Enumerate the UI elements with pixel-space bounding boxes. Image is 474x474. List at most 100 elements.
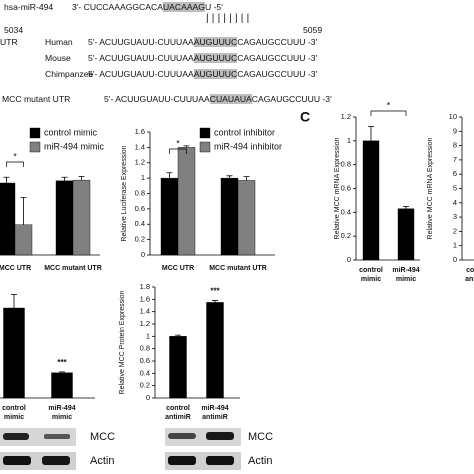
error-bar — [61, 176, 68, 181]
blot-label: MCC — [90, 431, 116, 443]
mirna-sequence: 3'- CUCCAAAGGCACAUACAAAGU -5' — [72, 2, 223, 13]
x-tick-label: MCC UTR — [0, 265, 31, 272]
y-axis-title: Relative MCC Protein Expression — [119, 290, 126, 394]
species-label: Chimpanzee — [45, 69, 94, 79]
significance-bracket — [169, 148, 187, 154]
significance-label: * — [13, 151, 17, 161]
y-tick-label: 0.2 — [140, 381, 150, 390]
bar — [14, 224, 33, 256]
legend-swatch — [199, 141, 211, 153]
y-tick-label: 1.4 — [135, 142, 145, 151]
y-tick-label: 10 — [449, 112, 457, 121]
legend-label: control inhibitor — [214, 127, 275, 137]
error-bar — [243, 176, 250, 181]
y-axis-title: Relative Luciferase Expression — [121, 145, 128, 241]
bar — [51, 372, 73, 399]
mirna-label: hsa-miR-494 — [4, 2, 54, 12]
y-tick-label: 0.6 — [341, 183, 351, 192]
seq-part: 3'- CUCCAAAGGCACA — [72, 2, 163, 12]
bar — [220, 177, 239, 256]
bar — [169, 336, 187, 399]
y-tick-label: 0.4 — [341, 207, 351, 216]
y-tick-label: 0.2 — [135, 235, 145, 244]
seq-part: CAGAUGCCUUU -3' — [237, 37, 318, 47]
error-bar — [59, 371, 65, 373]
blot-label: Actin — [90, 455, 115, 467]
seq-highlight: AUGUUUC — [193, 69, 238, 79]
error-bar — [11, 294, 17, 308]
chart: 0 0.2 0.4 0.6 0.8 1 1.2 1.4 1.6 Relative Lucifera… — [121, 127, 282, 272]
utr-sequence: 5'- ACUUGUAUU-CUUUAAAUGUUUCCAGAUGCCUUU -… — [88, 53, 317, 64]
y-tick-label: 1.2 — [135, 158, 145, 167]
x-tick-label: control mimic — [359, 267, 383, 283]
end-position: 5059 — [303, 25, 323, 35]
blot-label: MCC — [248, 431, 274, 443]
y-tick-label: 0 — [347, 255, 351, 264]
x-tick-label: miR-494 antimiR — [201, 405, 228, 421]
y-tick-label: 0 — [141, 250, 145, 259]
start-position: 5034 — [4, 25, 24, 35]
x-tick-label: MCC mutant UTR — [44, 265, 102, 272]
error-bar — [3, 176, 10, 183]
seq-part: CAGAUGCCUUU -3' — [237, 69, 318, 79]
y-tick-label: 1.6 — [140, 294, 150, 303]
error-bar — [20, 197, 27, 225]
y-tick-label: 1.2 — [140, 319, 150, 328]
significance-bracket — [370, 110, 407, 116]
bar — [55, 180, 74, 256]
error-bar — [183, 145, 190, 148]
blot-left — [0, 428, 76, 470]
y-tick-label: 0.8 — [341, 160, 351, 169]
significance-label: * — [176, 138, 180, 148]
y-tick-label: 1.4 — [140, 307, 150, 316]
x-tick-label: miR-494 mimic — [392, 267, 419, 283]
seq-part: 5'- ACUUGUAUU-CUUUAA — [88, 53, 194, 63]
y-tick-label: 9 — [453, 126, 457, 135]
bar — [3, 307, 25, 399]
bar — [362, 140, 380, 261]
panel-label: C — [300, 109, 310, 125]
y-axis-title: Relative MCC mRNA Expression — [334, 137, 341, 239]
y-tick-label: 1 — [141, 173, 145, 182]
bar — [237, 180, 256, 256]
y-tick-label: 0.6 — [140, 356, 150, 365]
significance-label: *** — [57, 358, 67, 367]
error-bar — [368, 126, 374, 141]
pairing-bars: |||||||| — [206, 13, 253, 24]
chart: 0 0.2 0.4 0.6 0.8 1 1.2 Relative MCC mRNA Expre… — [334, 100, 420, 283]
legend-swatch — [29, 141, 41, 153]
x-tick-label: miR-494 mimic — [48, 405, 75, 421]
legend-label: miR-494 inhibitor — [214, 141, 282, 151]
y-tick-label: 1 — [146, 331, 150, 340]
y-tick-label: 0.6 — [135, 204, 145, 213]
y-tick-label: 7 — [453, 155, 457, 164]
y-tick-label: 0 — [453, 255, 457, 264]
bar — [397, 208, 415, 261]
seq-part: CAGAUGCCUUU -3' — [251, 94, 332, 104]
species-label: Human — [45, 37, 73, 47]
mutant-sequence: 5'- ACUUGUAUU-CUUUAACUAUAUACAGAUGCCUUU -… — [104, 94, 332, 105]
y-tick-label: 5 — [453, 183, 457, 192]
y-tick-label: 3 — [453, 212, 457, 221]
seq-highlight: AUGUUUC — [193, 37, 238, 47]
chart: 0 1 2 3 4 5 6 7 8 9 10 Relative MCC mRNA Expression… — [427, 112, 474, 283]
blot-label: Actin — [248, 455, 273, 467]
seq-part: 5'- ACUUGUAUU-CUUUAA — [88, 69, 194, 79]
error-bar — [212, 300, 218, 303]
legend-label: control mimic — [44, 127, 98, 137]
seq-part: CAGAUGCCUUU -3' — [237, 53, 318, 63]
legend-swatch — [199, 127, 211, 139]
chart: MCC UTR MCC mutant UTR control mimic miR-49… — [0, 127, 105, 272]
error-bar — [166, 172, 173, 179]
y-tick-label: 0.8 — [135, 188, 145, 197]
y-tick-label: 4 — [453, 198, 457, 207]
y-tick-label: 0 — [146, 393, 150, 402]
y-tick-label: 1 — [453, 241, 457, 250]
chart: control mimic miR-494 mimic *** — [0, 294, 95, 421]
y-tick-label: 6 — [453, 169, 457, 178]
x-tick-label: MCC mutant UTR — [209, 265, 267, 272]
bar — [72, 179, 91, 256]
